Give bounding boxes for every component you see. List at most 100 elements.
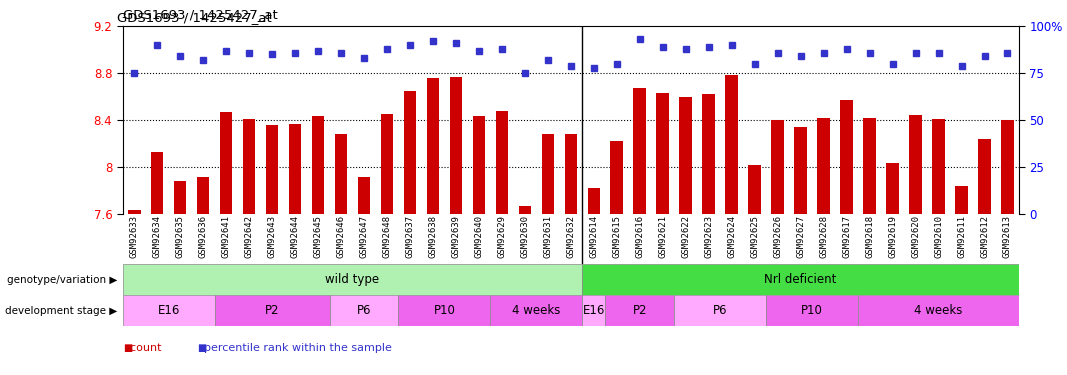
Bar — [978, 139, 991, 214]
Bar — [427, 78, 440, 214]
Bar — [214, 295, 330, 326]
Bar — [1001, 120, 1014, 214]
Text: count: count — [123, 344, 161, 353]
Bar — [702, 94, 715, 214]
Text: P10: P10 — [801, 304, 823, 317]
Bar — [123, 295, 214, 326]
Bar — [771, 120, 784, 214]
Text: E16: E16 — [583, 304, 605, 317]
Text: GSM92629: GSM92629 — [497, 215, 507, 258]
Bar — [335, 134, 348, 214]
Bar — [933, 119, 945, 214]
Text: P2: P2 — [633, 304, 647, 317]
Text: GDS1693 / 1425427_at: GDS1693 / 1425427_at — [123, 8, 277, 21]
Text: GSM92640: GSM92640 — [475, 215, 483, 258]
Bar — [674, 295, 766, 326]
Bar — [542, 134, 554, 214]
Bar — [403, 91, 416, 214]
Text: GSM92611: GSM92611 — [957, 215, 966, 258]
Bar — [726, 75, 738, 214]
Bar — [588, 188, 600, 214]
Bar — [266, 125, 278, 214]
Text: wild type: wild type — [325, 273, 380, 286]
Text: P2: P2 — [265, 304, 280, 317]
Text: GSM92641: GSM92641 — [222, 215, 230, 258]
Bar — [449, 76, 462, 214]
Text: GSM92617: GSM92617 — [842, 215, 851, 258]
Text: GSM92644: GSM92644 — [290, 215, 300, 258]
Text: 4 weeks: 4 weeks — [914, 304, 962, 317]
Bar — [909, 116, 922, 214]
Text: P6: P6 — [356, 304, 371, 317]
Bar — [887, 164, 898, 214]
Bar — [123, 264, 583, 295]
Bar — [150, 152, 163, 214]
Text: GSM92645: GSM92645 — [314, 215, 322, 258]
Bar — [610, 141, 623, 214]
Text: GSM92646: GSM92646 — [336, 215, 346, 258]
Text: GSM92610: GSM92610 — [934, 215, 943, 258]
Bar — [312, 117, 324, 214]
Text: GSM92630: GSM92630 — [521, 215, 529, 258]
Text: GSM92628: GSM92628 — [819, 215, 828, 258]
Text: GSM92619: GSM92619 — [888, 215, 897, 258]
Text: GSM92647: GSM92647 — [360, 215, 368, 258]
Bar — [748, 165, 761, 214]
Bar — [289, 123, 301, 214]
Text: GDS1693 / 1425427_at: GDS1693 / 1425427_at — [117, 11, 272, 24]
Text: GSM92615: GSM92615 — [612, 215, 621, 258]
Bar — [220, 112, 233, 214]
Bar — [564, 134, 577, 214]
Bar — [634, 88, 647, 214]
Bar — [243, 119, 255, 214]
Text: GSM92624: GSM92624 — [728, 215, 736, 258]
Text: development stage ▶: development stage ▶ — [5, 306, 117, 315]
Text: GSM92634: GSM92634 — [153, 215, 162, 258]
Text: GSM92614: GSM92614 — [589, 215, 599, 258]
Text: Nrl deficient: Nrl deficient — [764, 273, 837, 286]
Bar — [196, 177, 209, 214]
Text: GSM92627: GSM92627 — [796, 215, 806, 258]
Text: GSM92636: GSM92636 — [198, 215, 208, 258]
Bar — [680, 97, 692, 214]
Text: percentile rank within the sample: percentile rank within the sample — [197, 344, 393, 353]
Text: 4 weeks: 4 weeks — [512, 304, 560, 317]
Bar — [398, 295, 491, 326]
Text: GSM92620: GSM92620 — [911, 215, 920, 258]
Text: E16: E16 — [158, 304, 180, 317]
Text: GSM92626: GSM92626 — [774, 215, 782, 258]
Text: GSM92638: GSM92638 — [429, 215, 437, 258]
Text: GSM92613: GSM92613 — [1003, 215, 1012, 258]
Bar — [766, 295, 858, 326]
Bar — [955, 186, 968, 214]
Text: P6: P6 — [713, 304, 728, 317]
Text: ■: ■ — [197, 344, 207, 353]
Bar — [583, 295, 605, 326]
Text: GSM92622: GSM92622 — [681, 215, 690, 258]
Bar — [491, 295, 583, 326]
Bar — [817, 118, 830, 214]
Bar — [841, 100, 853, 214]
Text: GSM92639: GSM92639 — [451, 215, 461, 258]
Text: GSM92632: GSM92632 — [567, 215, 575, 258]
Bar — [174, 181, 187, 214]
Text: GSM92631: GSM92631 — [543, 215, 553, 258]
Text: GSM92623: GSM92623 — [704, 215, 713, 258]
Bar — [473, 117, 485, 214]
Text: ■: ■ — [123, 344, 132, 353]
Text: GSM92643: GSM92643 — [268, 215, 276, 258]
Bar — [863, 118, 876, 214]
Bar — [858, 295, 1019, 326]
Text: GSM92616: GSM92616 — [635, 215, 644, 258]
Text: genotype/variation ▶: genotype/variation ▶ — [7, 275, 117, 285]
Bar — [605, 295, 674, 326]
Bar — [330, 295, 398, 326]
Bar — [583, 264, 1019, 295]
Bar — [794, 127, 807, 214]
Bar — [495, 111, 508, 214]
Text: GSM92637: GSM92637 — [405, 215, 414, 258]
Text: GSM92642: GSM92642 — [244, 215, 254, 258]
Text: P10: P10 — [433, 304, 456, 317]
Bar — [357, 177, 370, 214]
Text: GSM92625: GSM92625 — [750, 215, 760, 258]
